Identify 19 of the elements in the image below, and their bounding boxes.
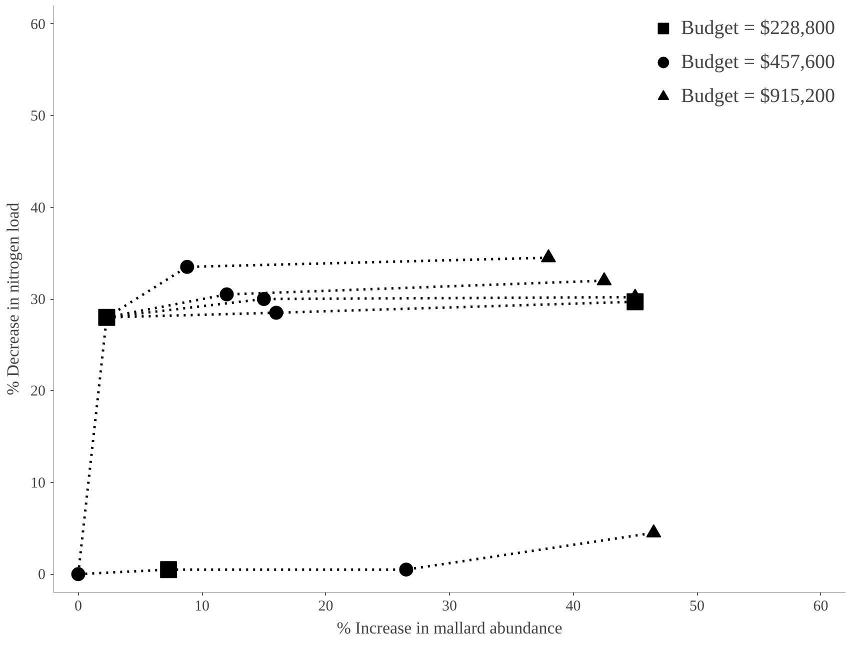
x-tick-label: 60 — [813, 598, 828, 614]
x-tick-label: 50 — [690, 598, 704, 614]
x-tick-label: 30 — [442, 598, 457, 614]
legend-label: Budget = $457,600 — [680, 50, 835, 74]
y-tick-label: 10 — [30, 475, 46, 492]
y-tick-label: 30 — [30, 292, 46, 308]
legend-label: Budget = $228,800 — [680, 16, 835, 40]
x-tick-label: 20 — [318, 598, 334, 614]
x-tick-label: 0 — [74, 598, 82, 614]
y-tick-label: 60 — [30, 16, 46, 33]
y-tick-label: 40 — [30, 200, 46, 216]
y-tick-label: 20 — [30, 384, 46, 400]
x-tick-label: 10 — [194, 598, 210, 614]
legend-label: Budget = $915,200 — [680, 84, 835, 108]
y-tick-label: 50 — [30, 108, 46, 125]
y-axis-title: % Decrease in nitrogen load — [4, 202, 22, 396]
y-tick-label: 0 — [38, 567, 46, 584]
x-tick-label: 40 — [566, 598, 581, 614]
x-axis-title: % Increase in mallard abundance — [336, 618, 562, 638]
